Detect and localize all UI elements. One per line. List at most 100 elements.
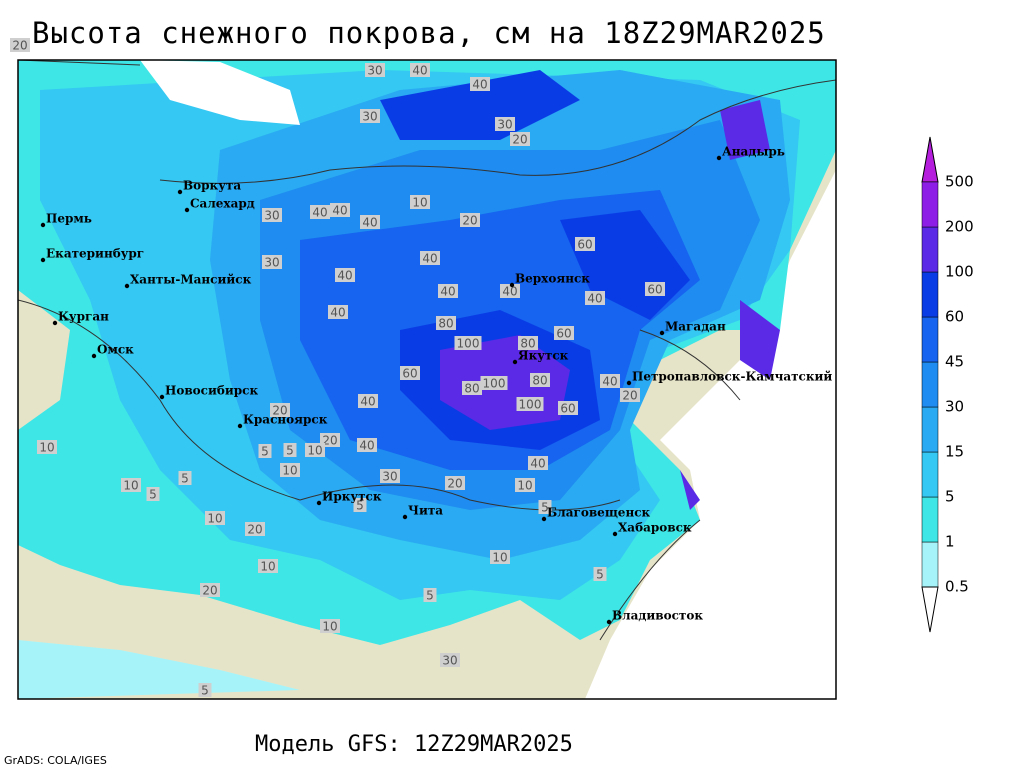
contour-label-bg bbox=[460, 213, 480, 227]
contour-label-text: 5 bbox=[426, 589, 434, 603]
colorbar-label: 0.5 bbox=[945, 578, 969, 596]
contour-label: 10 bbox=[515, 478, 535, 493]
contour-label-text: 100 bbox=[483, 377, 506, 391]
contour-label-text: 5 bbox=[286, 444, 294, 458]
sea-ice-free bbox=[140, 60, 300, 125]
contour-label-text: 40 bbox=[337, 269, 352, 283]
contour-label-text: 60 bbox=[560, 402, 575, 416]
contour-label: 30 bbox=[365, 63, 385, 78]
contour-label: 5 bbox=[353, 498, 367, 513]
contour-label-bg bbox=[438, 284, 458, 298]
contour-label-bg bbox=[538, 500, 552, 514]
city-label: Петропавловск-Камчатский bbox=[632, 370, 832, 384]
contour-label: 80 bbox=[462, 381, 482, 396]
contour-label-text: 20 bbox=[12, 39, 27, 53]
city-label: Омск bbox=[97, 343, 134, 357]
contour-label-text: 5 bbox=[261, 445, 269, 459]
contour-label: 40 bbox=[528, 456, 548, 471]
contour-label-text: 30 bbox=[362, 110, 377, 124]
contour-label: 10 bbox=[280, 463, 300, 478]
contour-label-text: 40 bbox=[502, 285, 517, 299]
colorbar-label: 500 bbox=[945, 173, 974, 191]
city-dot bbox=[40, 222, 46, 228]
contour-label-bg bbox=[423, 588, 437, 602]
contour-label-text: 40 bbox=[587, 292, 602, 306]
contour-label: 40 bbox=[438, 284, 458, 299]
contour-label: 60 bbox=[558, 401, 578, 416]
contour-label-text: 40 bbox=[472, 78, 487, 92]
contour-label: 60 bbox=[554, 326, 574, 341]
contour-label: 10 bbox=[258, 559, 278, 574]
contour-label: 80 bbox=[518, 336, 538, 351]
contour-label-text: 5 bbox=[181, 472, 189, 486]
city-label: Салехард bbox=[190, 197, 255, 211]
contour-label: 40 bbox=[410, 63, 430, 78]
contour-label-bg bbox=[454, 336, 482, 350]
city-label: Магадан bbox=[665, 320, 726, 334]
colorbar-segment bbox=[921, 361, 939, 408]
contour-label-text: 10 bbox=[282, 464, 297, 478]
colorbar-label: 60 bbox=[945, 308, 964, 326]
city-dot bbox=[237, 423, 243, 429]
contour-label: 40 bbox=[358, 394, 378, 409]
contour-label-bg bbox=[10, 38, 30, 52]
contour-label-bg bbox=[358, 394, 378, 408]
contour-label-text: 5 bbox=[541, 501, 549, 515]
contour-label-text: 100 bbox=[519, 398, 542, 412]
city-dot bbox=[716, 155, 722, 161]
contour-label-bg bbox=[420, 251, 440, 265]
city-label: Красноярск bbox=[243, 413, 328, 427]
contour-label-bg bbox=[575, 237, 595, 251]
colorbar-segment bbox=[921, 271, 939, 318]
contour-label: 20 bbox=[460, 213, 480, 228]
contour-label-bg bbox=[280, 463, 300, 477]
contour-label-bg bbox=[305, 443, 325, 457]
city-label: Воркута bbox=[183, 179, 241, 193]
contour-label-bg bbox=[365, 63, 385, 77]
contour-label: 10 bbox=[37, 440, 57, 455]
colorbar-label: 200 bbox=[945, 218, 974, 236]
contour-label: 80 bbox=[530, 373, 550, 388]
city-label: Ханты-Мансийск bbox=[130, 273, 252, 287]
contour-label: 5 bbox=[538, 500, 552, 515]
contour-label-text: 10 bbox=[492, 551, 507, 565]
contour-label: 40 bbox=[500, 284, 520, 299]
credit: GrADS: COLA/IGES bbox=[4, 754, 107, 767]
contour-label-bg bbox=[500, 284, 520, 298]
contour-label-text: 30 bbox=[497, 118, 512, 132]
contour-label: 10 bbox=[205, 511, 225, 526]
city-dot bbox=[52, 320, 58, 326]
contour-label-bg bbox=[645, 282, 665, 296]
city-dot bbox=[541, 516, 547, 522]
contour-label: 40 bbox=[360, 215, 380, 230]
contour-label-bg bbox=[620, 388, 640, 402]
contour-label-bg bbox=[470, 77, 490, 91]
contour-label-bg bbox=[335, 268, 355, 282]
contour-label: 20 bbox=[510, 132, 530, 147]
contour-label: 30 bbox=[262, 255, 282, 270]
contour-label-text: 30 bbox=[264, 256, 279, 270]
contour-label: 20 bbox=[620, 388, 640, 403]
contour-label-text: 20 bbox=[272, 404, 287, 418]
map bbox=[18, 60, 836, 699]
contour-label: 60 bbox=[575, 237, 595, 252]
contour-label: 40 bbox=[357, 438, 377, 453]
contour-label: 20 bbox=[445, 476, 465, 491]
contour-label-text: 40 bbox=[330, 306, 345, 320]
colorbar-label: 15 bbox=[945, 443, 964, 461]
contour-label-text: 20 bbox=[202, 584, 217, 598]
contour-label-bg bbox=[380, 469, 400, 483]
contour-label-text: 10 bbox=[260, 560, 275, 574]
city-dot bbox=[612, 531, 618, 537]
colorbar-label: 45 bbox=[945, 353, 964, 371]
snow-area bbox=[18, 640, 300, 699]
contour-label: 20 bbox=[10, 38, 30, 53]
contour-label-text: 10 bbox=[322, 620, 337, 634]
contour-label-bg bbox=[262, 208, 282, 222]
contour-label-bg bbox=[262, 255, 282, 269]
colorbar-segment bbox=[921, 541, 939, 588]
contour-label: 5 bbox=[178, 471, 192, 486]
city-label: Анадырь bbox=[722, 145, 785, 159]
contour-label-bg bbox=[121, 478, 141, 492]
colorbar-segment bbox=[921, 451, 939, 498]
